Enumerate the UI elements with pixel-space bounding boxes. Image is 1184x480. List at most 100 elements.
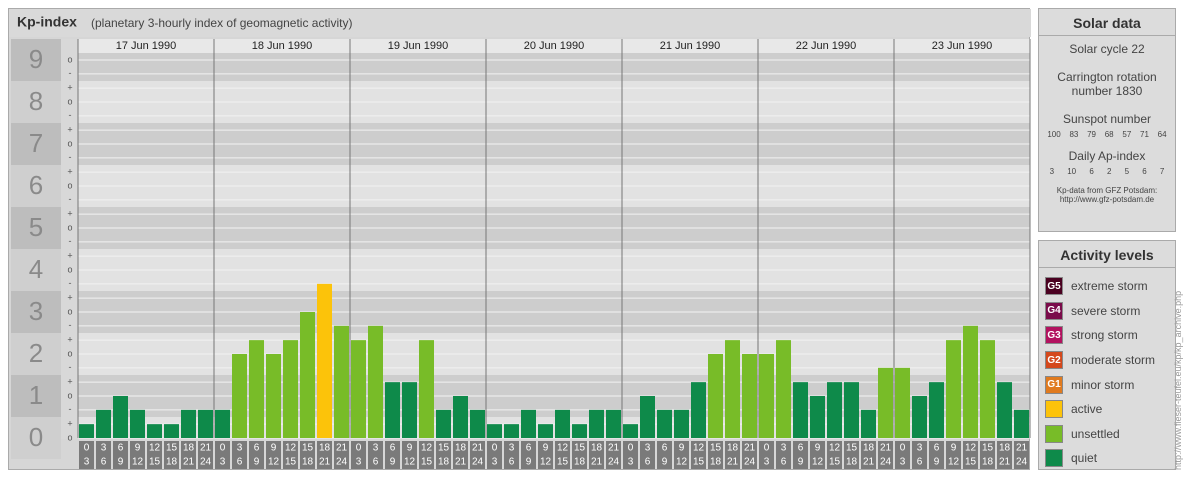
minor-tick-label: o <box>67 432 72 442</box>
y-tick-label: 5 <box>29 212 43 242</box>
hour-label: 9 <box>407 443 413 454</box>
hour-label: 6 <box>798 443 804 454</box>
bar <box>521 409 536 438</box>
hour-box <box>385 441 400 469</box>
bar <box>776 340 791 438</box>
hour-label: 12 <box>540 457 552 468</box>
level-row: G4 severe storm <box>1039 299 1175 324</box>
minor-tick-label: o <box>67 390 72 400</box>
hour-label: 15 <box>302 443 314 454</box>
minor-tick-label: o <box>67 222 72 232</box>
hour-label: 3 <box>356 457 362 468</box>
sunspot-title: Sunspot number <box>1062 112 1152 126</box>
level-label: unsettled <box>1071 426 1120 441</box>
hour-box <box>980 441 995 469</box>
hour-box <box>521 441 536 469</box>
label-block <box>11 165 61 207</box>
hour-label: 12 <box>149 443 161 454</box>
bar <box>844 382 859 438</box>
hour-label: 21 <box>744 443 756 454</box>
hour-label: 12 <box>268 457 280 468</box>
bar <box>827 382 842 438</box>
hour-label: 0 <box>356 443 362 454</box>
y-tick-label: 6 <box>29 170 43 200</box>
hour-label: 21 <box>999 457 1011 468</box>
bar <box>997 382 1012 438</box>
level-label: severe storm <box>1071 303 1141 318</box>
day-label: 23 Jun 1990 <box>932 40 993 52</box>
hour-box <box>215 441 230 469</box>
hour-box <box>878 441 893 469</box>
carrington: Carrington rotation number 1830 <box>1057 70 1157 98</box>
hour-box <box>997 441 1012 469</box>
level-row: quiet <box>1039 446 1175 471</box>
hour-label: 15 <box>438 443 450 454</box>
minor-tick-label: - <box>69 194 72 204</box>
level-label: strong storm <box>1071 328 1138 343</box>
bar <box>198 409 213 438</box>
kp-panel: Kp-index (planetary 3-hourly index of ge… <box>8 8 1031 470</box>
hour-label: 9 <box>815 443 821 454</box>
hour-label: 3 <box>509 443 515 454</box>
hour-label: 12 <box>285 443 297 454</box>
bar <box>895 367 910 438</box>
hour-label: 6 <box>526 443 532 454</box>
hour-label: 6 <box>662 443 668 454</box>
level-label: active <box>1071 402 1103 417</box>
minor-tick-label: + <box>67 209 72 219</box>
bar <box>980 340 995 438</box>
hour-label: 24 <box>336 457 348 468</box>
bar <box>912 396 927 438</box>
bar <box>640 396 655 438</box>
hour-label: 9 <box>390 457 396 468</box>
minor-col <box>61 39 78 439</box>
bar <box>232 354 247 438</box>
bar <box>79 424 94 438</box>
day-label: 17 Jun 1990 <box>116 40 177 52</box>
minor-tick-label: o <box>67 264 72 274</box>
bar <box>657 409 672 438</box>
sunspot-value: 57 <box>1122 130 1132 139</box>
minor-tick-label: + <box>67 293 72 303</box>
hour-box <box>776 441 791 469</box>
hour-label: 9 <box>254 457 260 468</box>
hour-label: 24 <box>880 457 892 468</box>
hour-box <box>470 441 485 469</box>
hour-label: 3 <box>237 443 243 454</box>
hour-label: 21 <box>336 443 348 454</box>
bar <box>861 409 876 438</box>
hour-box <box>1014 441 1029 469</box>
hour-box <box>283 441 298 469</box>
level-label: quiet <box>1071 451 1098 466</box>
hour-box <box>759 441 774 469</box>
hour-box <box>147 441 162 469</box>
hour-label: 3 <box>628 457 634 468</box>
hour-label: 6 <box>254 443 260 454</box>
panel-title: Solar data <box>1039 9 1175 36</box>
side-url[interactable]: http://www.fieser-teufel.eu/kp/kp_archiv… <box>1173 290 1183 470</box>
hour-box <box>453 441 468 469</box>
hour-label: 24 <box>608 457 620 468</box>
hour-label: 15 <box>149 457 161 468</box>
level-swatch <box>1045 400 1063 419</box>
level-swatch: G4 <box>1045 301 1063 320</box>
hour-box <box>538 441 553 469</box>
label-block <box>11 375 61 417</box>
hour-label: 3 <box>492 457 498 468</box>
hour-box <box>623 441 638 469</box>
level-row: G2 moderate storm <box>1039 348 1175 373</box>
level-swatch: G2 <box>1045 351 1063 370</box>
hour-label: 12 <box>965 443 977 454</box>
y-tick-label: 4 <box>29 254 43 284</box>
hour-label: 21 <box>183 457 195 468</box>
source-url[interactable]: http://www.gfz-potsdam.de <box>1059 195 1155 204</box>
hour-box <box>946 441 961 469</box>
hour-label: 3 <box>645 443 651 454</box>
hour-label: 21 <box>608 443 620 454</box>
bar <box>793 382 808 438</box>
hour-label: 15 <box>710 443 722 454</box>
hour-label: 12 <box>812 457 824 468</box>
bar <box>453 396 468 438</box>
hour-box <box>810 441 825 469</box>
minor-tick-label: o <box>67 180 72 190</box>
